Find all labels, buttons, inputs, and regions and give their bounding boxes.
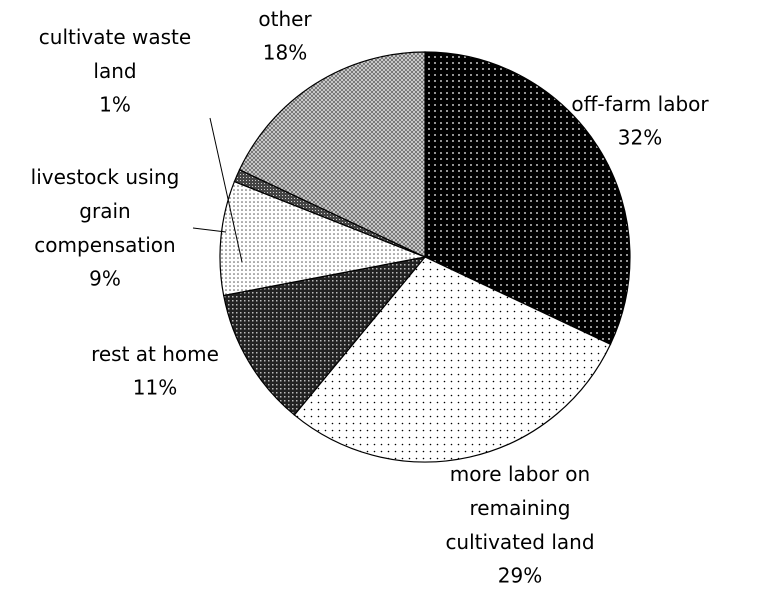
slice-label: livestock using grain compensation	[31, 165, 180, 257]
slice-label: off-farm labor	[571, 92, 709, 116]
slice-label: other	[258, 7, 312, 31]
slice-label: more labor on remaining cultivated land	[445, 462, 594, 554]
slice-percent: 9%	[89, 267, 121, 291]
slice-label: rest at home	[91, 342, 219, 366]
leader-line	[192, 227, 227, 233]
pie-slice	[293, 256, 612, 463]
pie-slice	[222, 256, 427, 416]
slice-percent: 32%	[618, 126, 662, 150]
slice-percent: 11%	[133, 376, 177, 400]
leader-line	[209, 117, 243, 263]
pie-slice	[424, 51, 631, 346]
slice-label: cultivate waste land	[39, 25, 191, 83]
pie	[219, 51, 631, 463]
pie-slice	[219, 180, 428, 297]
slice-percent: 18%	[263, 41, 307, 65]
pie-slice	[238, 51, 426, 258]
slice-percent: 1%	[99, 93, 131, 117]
slice-percent: 29%	[498, 564, 542, 588]
